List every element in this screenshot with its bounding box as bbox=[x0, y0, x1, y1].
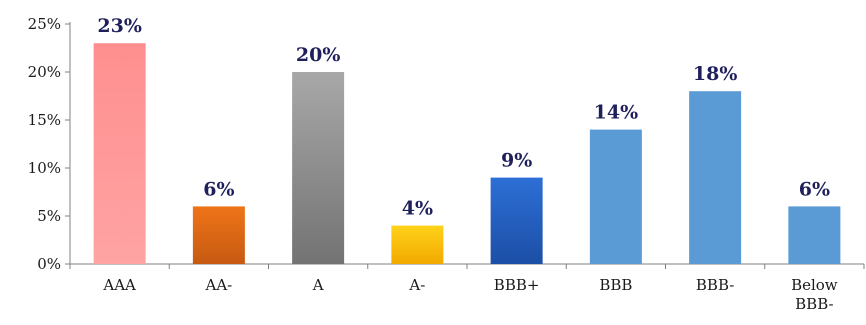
data-label: 18% bbox=[693, 63, 738, 85]
bar-a bbox=[292, 72, 345, 264]
category-label: AA- bbox=[205, 276, 233, 294]
bar-a bbox=[391, 225, 444, 264]
category-label: AAA bbox=[102, 276, 136, 294]
data-label: 14% bbox=[594, 102, 639, 124]
category-label: BBB+ bbox=[494, 276, 540, 294]
category-label: BBB- bbox=[696, 276, 734, 294]
x-axis bbox=[69, 263, 865, 269]
y-tick-label: 20% bbox=[28, 63, 61, 81]
bar-bbb bbox=[689, 91, 742, 264]
bar-aaa bbox=[93, 43, 146, 265]
data-label: 4% bbox=[402, 198, 433, 220]
y-tick-label: 0% bbox=[37, 255, 61, 273]
y-tick-label: 10% bbox=[28, 159, 61, 177]
category-label: BBB bbox=[599, 276, 632, 294]
bar-bbb bbox=[589, 129, 642, 264]
data-labels: 23% 6% 20% 4% 9% 14% 18% 6% bbox=[97, 15, 830, 219]
data-label: 23% bbox=[97, 15, 142, 37]
data-label: 20% bbox=[296, 44, 341, 66]
category-label: Below BBB- bbox=[791, 276, 838, 313]
bar-aa bbox=[192, 206, 245, 264]
data-label: 6% bbox=[799, 178, 830, 200]
category-label: A- bbox=[408, 276, 425, 294]
y-axis: 0% 5% 10% 15% 20% 25% bbox=[28, 15, 71, 273]
data-label: 9% bbox=[501, 150, 532, 172]
bars bbox=[93, 43, 841, 265]
category-labels: AAA AA- A A- BBB+ BBB BBB- Below BBB- bbox=[102, 276, 837, 313]
bar-below-bbb bbox=[788, 206, 841, 264]
category-label: A bbox=[312, 276, 324, 294]
y-tick-label: 25% bbox=[28, 15, 61, 33]
bar-bbb bbox=[490, 177, 543, 264]
y-tick-label: 15% bbox=[28, 111, 61, 129]
data-label: 6% bbox=[203, 178, 234, 200]
y-tick-label: 5% bbox=[37, 207, 61, 225]
